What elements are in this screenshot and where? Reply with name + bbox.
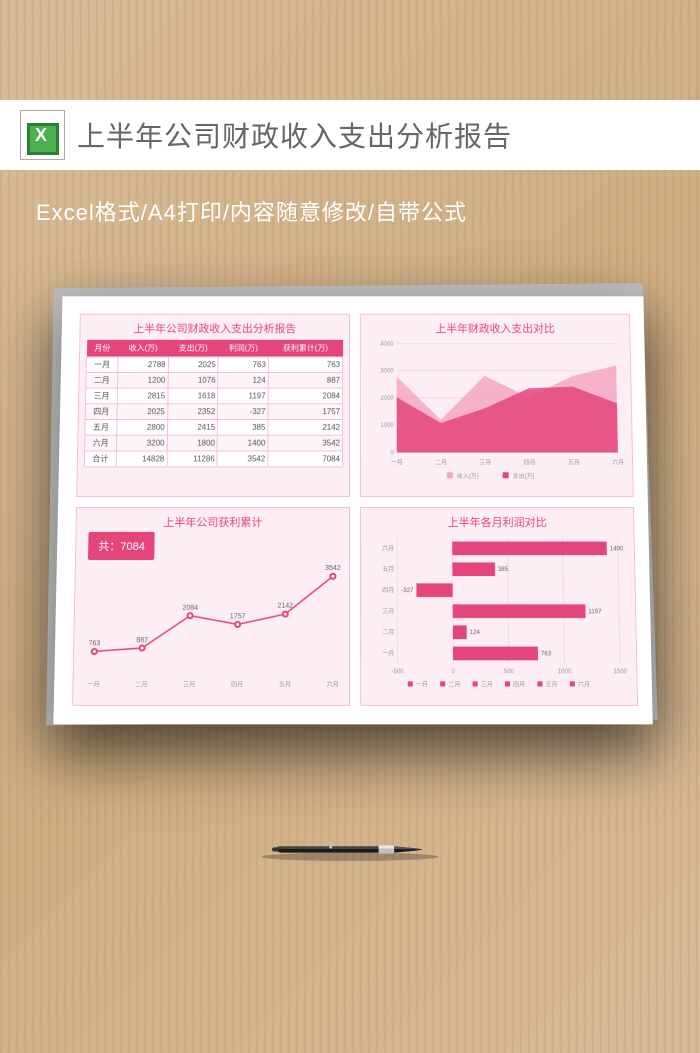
svg-text:一月: 一月 [88,681,100,688]
svg-text:763: 763 [89,640,101,647]
svg-text:支出(万): 支出(万) [513,472,535,480]
svg-text:3000: 3000 [380,369,394,375]
svg-text:四月: 四月 [524,459,536,466]
table-row: 一月27882025763763 [86,357,342,373]
table-panel: 上半年公司财政收入支出分析报告 月份收入(万)支出(万)利润(万)获利累计(万)… [76,314,350,497]
svg-text:五月: 五月 [545,681,557,688]
svg-text:1400: 1400 [610,546,624,552]
table-title: 上半年公司财政收入支出分析报告 [86,320,343,336]
svg-text:收入(万): 收入(万) [457,472,479,480]
svg-text:六月: 六月 [382,544,394,552]
svg-text:一月: 一月 [391,459,403,466]
header-bar: 上半年公司财政收入支出分析报告 [0,100,700,170]
svg-text:2142: 2142 [277,603,293,610]
table-header: 获利累计(万) [268,340,342,357]
table-header: 支出(万) [168,340,218,357]
svg-text:一月: 一月 [382,650,394,657]
total-badge: 共：7084 [88,532,155,560]
page-title: 上半年公司财政收入支出分析报告 [77,115,512,155]
svg-text:三月: 三月 [183,681,195,688]
svg-text:887: 887 [136,637,148,644]
svg-text:六月: 六月 [612,458,624,466]
svg-text:-327: -327 [401,588,414,594]
line-chart-title: 上半年公司获利累计 [83,514,343,530]
svg-text:124: 124 [470,630,481,636]
table-row: 四月20252352-3271757 [85,404,342,420]
area-chart: 0 1000 2000 3000 4000 一月 二月 三月 四月 五月 六月收入(万) 支出(万) [367,340,627,482]
svg-text:0: 0 [452,669,456,675]
svg-text:2084: 2084 [182,604,198,611]
svg-text:四月: 四月 [513,681,525,688]
svg-text:三月: 三月 [479,459,491,466]
table-header: 收入(万) [118,340,168,357]
svg-text:五月: 五月 [279,681,291,688]
svg-text:一月: 一月 [416,681,428,688]
svg-text:二月: 二月 [135,681,147,688]
svg-text:1197: 1197 [588,609,602,615]
svg-text:3542: 3542 [325,565,341,572]
svg-text:-500: -500 [391,669,404,675]
subtitle: Excel格式/A4打印/内容随意修改/自带公式 [0,195,700,227]
svg-text:763: 763 [541,651,552,657]
table-header: 利润(万) [218,340,268,357]
svg-text:四月: 四月 [231,681,243,688]
svg-text:六月: 六月 [327,680,339,688]
svg-text:三月: 三月 [382,608,394,615]
svg-text:四月: 四月 [382,587,394,594]
pen-decoration [170,837,530,863]
svg-text:二月: 二月 [435,459,447,466]
bar-chart-title: 上半年各月利润对比 [367,514,627,530]
svg-text:1500: 1500 [613,669,627,675]
area-chart-title: 上半年财政收入支出对比 [367,320,624,336]
svg-text:二月: 二月 [382,629,394,636]
bar-chart: -500 0 500 1000 1500 六月 1400 五月 385 四月 -327 三月 1197 二… [367,534,631,691]
area-chart-panel: 上半年财政收入支出对比 0 1000 2000 3000 4000 一月 二月 三月 四月 五月 六… [360,314,634,497]
table-header: 月份 [86,340,118,357]
svg-text:1000: 1000 [381,423,395,429]
svg-text:五月: 五月 [568,459,580,466]
svg-text:2000: 2000 [380,396,394,402]
table-row: 二月12001076124887 [86,372,343,388]
svg-text:4000: 4000 [380,342,394,348]
table-row: 三月2815161811972084 [86,388,343,404]
paper-mockup: 上半年公司财政收入支出分析报告 月份收入(万)支出(万)利润(万)获利累计(万)… [50,280,650,760]
svg-text:六月: 六月 [578,680,590,688]
table-row: 六月3200180014003542 [85,435,343,451]
svg-text:385: 385 [498,567,509,573]
table-row: 合计148281128635427084 [84,451,342,467]
svg-text:五月: 五月 [382,566,394,573]
data-table: 月份收入(万)支出(万)利润(万)获利累计(万) 一月2788202576376… [84,340,343,467]
svg-text:三月: 三月 [481,681,493,688]
svg-text:1757: 1757 [230,613,246,620]
svg-text:二月: 二月 [448,681,460,688]
svg-text:500: 500 [504,669,515,675]
bar-chart-panel: 上半年各月利润对比 -500050010001500六月1400五月385四月-… [360,507,638,706]
table-row: 五月280024153852142 [85,419,343,435]
svg-text:0: 0 [390,450,394,456]
svg-text:1000: 1000 [558,669,572,675]
excel-icon [20,110,65,160]
line-chart-panel: 上半年公司获利累计 共：7084 763 887 2084 1757 2142 3542 一… [72,507,350,706]
